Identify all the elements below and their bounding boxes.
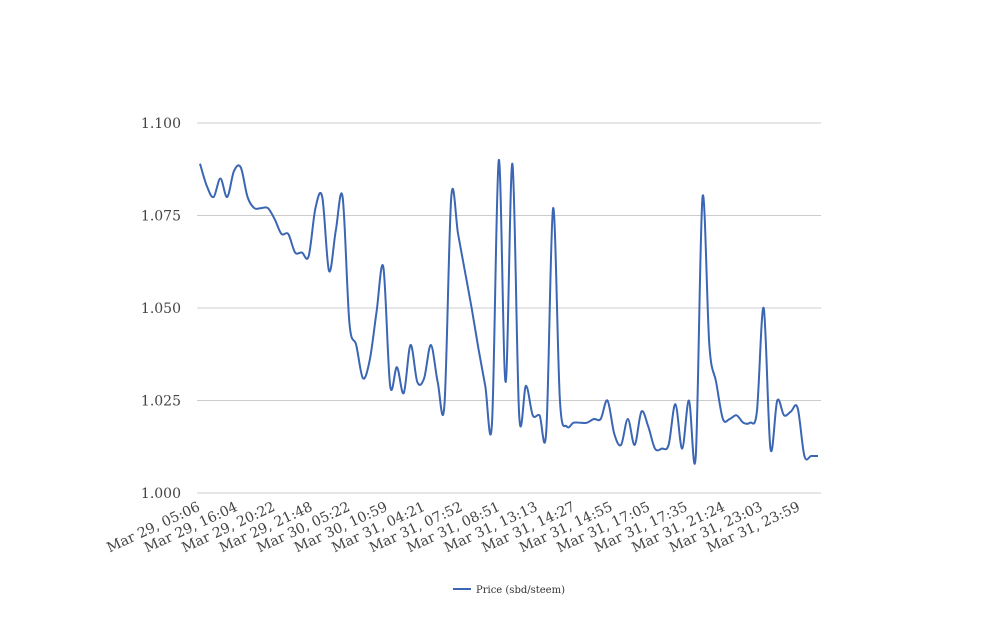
series-layer (199, 158, 818, 465)
y-axis-tick-labels: 1.000 1.025 1.050 1.075 1.100 (141, 116, 181, 502)
series-line-price (199, 158, 818, 465)
legend-label: Price (sbd/steem) (476, 585, 565, 596)
y-tick-label: 1.075 (141, 209, 181, 225)
y-tick-label: 1.025 (141, 394, 181, 410)
y-tick-label: 1.100 (141, 116, 181, 132)
y-tick-label: 1.050 (141, 301, 181, 317)
y-tick-label: 1.000 (141, 486, 181, 502)
legend: Price (sbd/steem) (453, 585, 565, 596)
